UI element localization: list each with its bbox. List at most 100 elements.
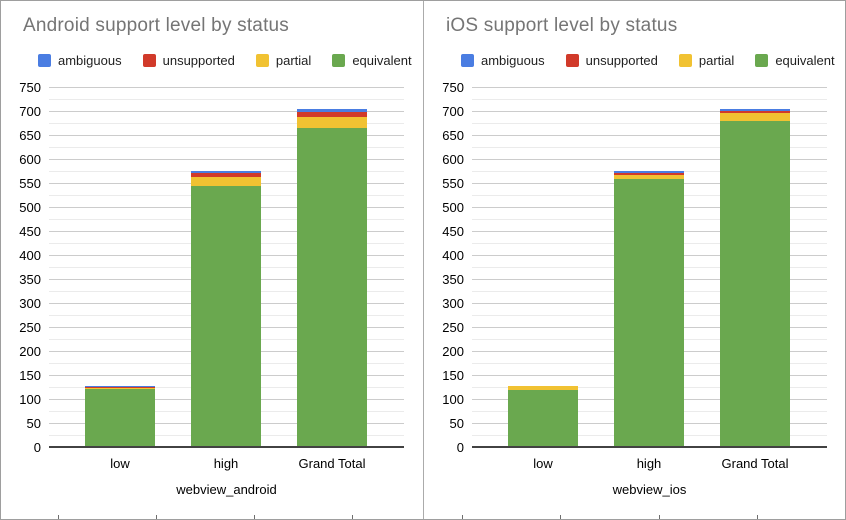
cropped-axis-tick bbox=[659, 515, 660, 519]
y-tick-label: 750 bbox=[442, 80, 464, 95]
bar-high bbox=[191, 171, 261, 448]
chart-android[interactable]: Android support level by status ambiguou… bbox=[1, 1, 423, 519]
gridline bbox=[49, 87, 404, 88]
gridline bbox=[49, 147, 404, 148]
bar-low bbox=[508, 386, 578, 448]
legend-label: ambiguous bbox=[58, 53, 122, 68]
y-tick-label: 400 bbox=[19, 248, 41, 263]
segment-partial bbox=[720, 112, 790, 121]
legend-label: partial bbox=[698, 53, 735, 68]
chart-legend-ios: ambiguous unsupported partial equivalent bbox=[461, 53, 835, 68]
legend-item-ambiguous: ambiguous bbox=[461, 53, 545, 68]
segment-equivalent bbox=[297, 127, 367, 448]
legend-label: equivalent bbox=[775, 53, 835, 68]
cropped-axis-tick bbox=[58, 515, 59, 519]
segment-ambiguous bbox=[614, 170, 684, 173]
legend-swatch-partial bbox=[255, 54, 269, 67]
segment-partial bbox=[85, 387, 155, 390]
y-tick-label: 650 bbox=[19, 128, 41, 143]
legend-label: partial bbox=[275, 53, 312, 68]
cropped-axis-tick bbox=[352, 515, 353, 519]
plot-area-android: 0 50 100 150 200 250 300 350 400 450 500 550 600 650 7… bbox=[19, 80, 404, 471]
legend-swatch-partial bbox=[678, 54, 692, 67]
legend-swatch-ambiguous bbox=[38, 54, 51, 67]
segment-equivalent bbox=[720, 120, 790, 448]
legend-item-ambiguous: ambiguous bbox=[38, 53, 122, 68]
segment-unsupported bbox=[297, 112, 367, 117]
chart-title-ios: iOS support level by status bbox=[446, 15, 678, 36]
x-tick-label: low bbox=[110, 456, 130, 471]
legend-item-equivalent: equivalent bbox=[755, 53, 835, 68]
chart-legend-android: ambiguous unsupported partial equivalent bbox=[38, 53, 412, 68]
bar-grand-total bbox=[297, 108, 367, 448]
legend-item-unsupported: unsupported bbox=[142, 53, 235, 68]
legend-label: unsupported bbox=[162, 53, 235, 68]
legend-item-partial: partial bbox=[255, 53, 312, 68]
legend-swatch-equivalent bbox=[332, 54, 346, 67]
y-tick-label: 150 bbox=[442, 368, 464, 383]
y-tick-label: 500 bbox=[442, 200, 464, 215]
y-tick-label: 700 bbox=[19, 104, 41, 119]
y-tick-label: 600 bbox=[19, 152, 41, 167]
legend-item-partial: partial bbox=[678, 53, 735, 68]
y-tick-label: 650 bbox=[442, 128, 464, 143]
segment-unsupported bbox=[191, 173, 261, 178]
cropped-axis-tick bbox=[254, 515, 255, 519]
cropped-axis-tick bbox=[156, 515, 157, 519]
cropped-axis-tick bbox=[560, 515, 561, 519]
segment-partial bbox=[297, 116, 367, 128]
segment-ambiguous bbox=[297, 108, 367, 113]
legend-item-equivalent: equivalent bbox=[332, 53, 412, 68]
y-tick-label: 750 bbox=[19, 80, 41, 95]
legend-label: unsupported bbox=[585, 53, 658, 68]
y-tick-label: 50 bbox=[26, 416, 41, 431]
cropped-axis-tick bbox=[462, 515, 463, 519]
plot-area-ios: 0 50 100 150 200 250 300 350 400 450 500 550 600 650 7… bbox=[442, 80, 827, 471]
cropped-axis-tick bbox=[757, 515, 758, 519]
segment-unsupported bbox=[85, 386, 155, 388]
segment-equivalent bbox=[191, 186, 261, 448]
bar-low bbox=[85, 385, 155, 448]
y-tick-label: 550 bbox=[442, 176, 464, 191]
y-tick-label: 350 bbox=[442, 272, 464, 287]
y-tick-label: 250 bbox=[19, 320, 41, 335]
x-tick-label: low bbox=[533, 456, 553, 471]
segment-equivalent bbox=[85, 389, 155, 448]
gridline bbox=[49, 159, 404, 160]
gridline bbox=[472, 99, 827, 100]
x-tick-label: high bbox=[636, 456, 662, 471]
y-tick-label: 250 bbox=[442, 320, 464, 335]
gridline bbox=[472, 147, 827, 148]
y-tick-label: 400 bbox=[442, 248, 464, 263]
legend-label: equivalent bbox=[352, 53, 412, 68]
y-tick-label: 50 bbox=[449, 416, 464, 431]
chart-title-android: Android support level by status bbox=[23, 15, 290, 36]
x-axis-title-android: webview_android bbox=[176, 482, 277, 497]
bar-grand-total bbox=[720, 108, 790, 448]
cropped-chart-edge bbox=[1, 514, 845, 519]
segment-partial bbox=[191, 177, 261, 187]
gridline bbox=[472, 159, 827, 160]
legend-swatch-equivalent bbox=[755, 54, 769, 67]
y-tick-label: 0 bbox=[33, 440, 41, 455]
bar-high bbox=[614, 170, 684, 448]
segment-ambiguous bbox=[85, 385, 155, 387]
x-tick-label: Grand Total bbox=[721, 456, 789, 471]
segment-partial bbox=[614, 174, 684, 179]
y-tick-label: 450 bbox=[19, 224, 41, 239]
legend-swatch-ambiguous bbox=[461, 54, 474, 67]
gridline bbox=[472, 111, 827, 112]
y-tick-label: 500 bbox=[19, 200, 41, 215]
chart-ios[interactable]: iOS support level by status ambiguous uns… bbox=[423, 1, 845, 519]
x-tick-label: Grand Total bbox=[298, 456, 366, 471]
segment-equivalent bbox=[508, 389, 578, 448]
y-tick-label: 700 bbox=[442, 104, 464, 119]
y-tick-label: 450 bbox=[442, 224, 464, 239]
y-tick-label: 0 bbox=[456, 440, 464, 455]
y-tick-label: 100 bbox=[442, 392, 464, 407]
x-axis-line bbox=[472, 446, 827, 448]
gridline bbox=[472, 87, 827, 88]
gridline bbox=[49, 135, 404, 136]
gridline bbox=[49, 99, 404, 100]
